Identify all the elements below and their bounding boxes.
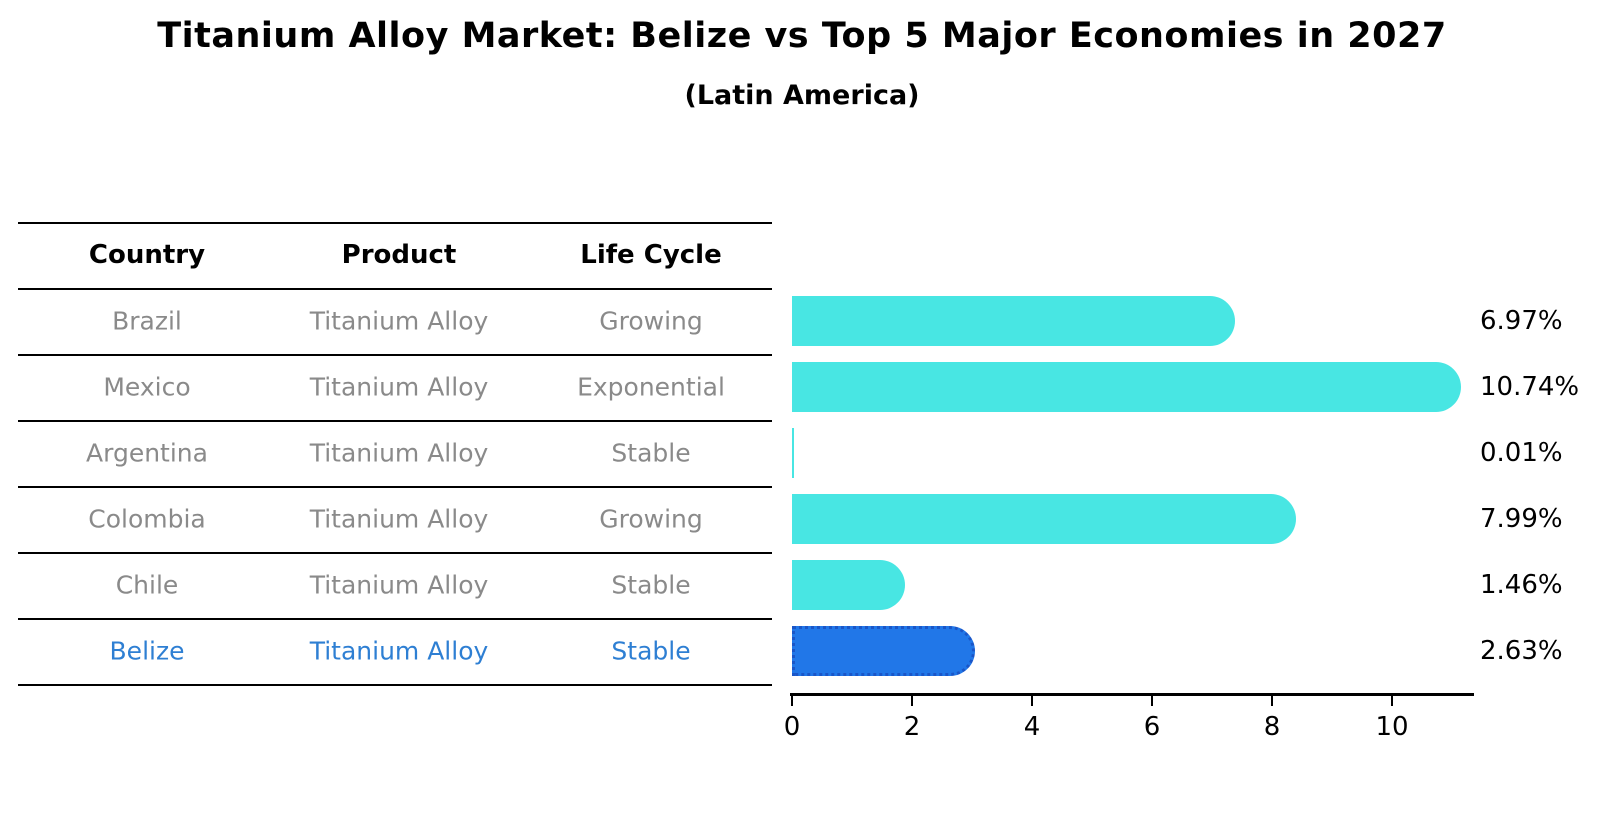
table-cell-country-mexico: Mexico: [103, 372, 191, 402]
table-rule: [18, 222, 772, 224]
table-rule: [18, 486, 772, 488]
x-tick-label-2: 2: [903, 712, 921, 742]
bar-brazil: [792, 296, 1236, 346]
chart-title: Titanium Alloy Market: Belize vs Top 5 M…: [157, 16, 1447, 56]
value-label-mexico: 10.74%: [1480, 372, 1580, 402]
x-tick-label-0: 0: [783, 712, 801, 742]
table-cell-country-brazil: Brazil: [112, 306, 182, 336]
table-cell-country-colombia: Colombia: [88, 504, 206, 534]
table-rule: [18, 618, 772, 620]
x-tick-2: [911, 696, 913, 706]
chart-subtitle: (Latin America): [684, 80, 920, 111]
column-header-life-cycle: Life Cycle: [580, 240, 722, 270]
table-cell-product-belize: Titanium Alloy: [309, 636, 489, 666]
table-cell-product-colombia: Titanium Alloy: [309, 504, 489, 534]
bar-colombia: [792, 494, 1297, 544]
x-tick-4: [1031, 696, 1033, 706]
table-rule: [18, 684, 772, 686]
table-cell-life-cycle-belize: Stable: [611, 636, 691, 666]
table-cell-country-argentina: Argentina: [86, 438, 208, 468]
value-label-belize: 2.63%: [1480, 636, 1563, 666]
table-cell-life-cycle-mexico: Exponential: [577, 372, 725, 402]
x-tick-0: [791, 696, 793, 706]
table-rule: [18, 354, 772, 356]
x-tick-label-10: 10: [1375, 712, 1409, 742]
table-cell-product-brazil: Titanium Alloy: [309, 306, 489, 336]
bar-chile: [792, 560, 905, 610]
table-cell-country-belize: Belize: [109, 636, 185, 666]
bar-belize: [792, 626, 975, 676]
table-cell-product-mexico: Titanium Alloy: [309, 372, 489, 402]
x-tick-10: [1391, 696, 1393, 706]
x-axis-line: [790, 693, 1474, 696]
table-cell-product-chile: Titanium Alloy: [309, 570, 489, 600]
table-cell-life-cycle-argentina: Stable: [611, 438, 691, 468]
value-label-argentina: 0.01%: [1480, 438, 1563, 468]
table-cell-life-cycle-brazil: Growing: [599, 306, 703, 336]
x-tick-label-8: 8: [1263, 712, 1281, 742]
column-header-country: Country: [88, 240, 206, 270]
table-rule: [18, 420, 772, 422]
column-header-product: Product: [341, 240, 457, 270]
x-tick-6: [1151, 696, 1153, 706]
value-label-chile: 1.46%: [1480, 570, 1563, 600]
x-tick-label-4: 4: [1023, 712, 1041, 742]
value-label-brazil: 6.97%: [1480, 306, 1563, 336]
value-label-colombia: 7.99%: [1480, 504, 1563, 534]
table-cell-life-cycle-colombia: Growing: [599, 504, 703, 534]
table-cell-product-argentina: Titanium Alloy: [309, 438, 489, 468]
x-tick-8: [1271, 696, 1273, 706]
bar-argentina: [792, 428, 794, 478]
table-rule: [18, 288, 772, 290]
table-rule: [18, 552, 772, 554]
x-tick-label-6: 6: [1143, 712, 1161, 742]
table-cell-country-chile: Chile: [115, 570, 179, 600]
bar-mexico: [792, 362, 1462, 412]
table-cell-life-cycle-chile: Stable: [611, 570, 691, 600]
